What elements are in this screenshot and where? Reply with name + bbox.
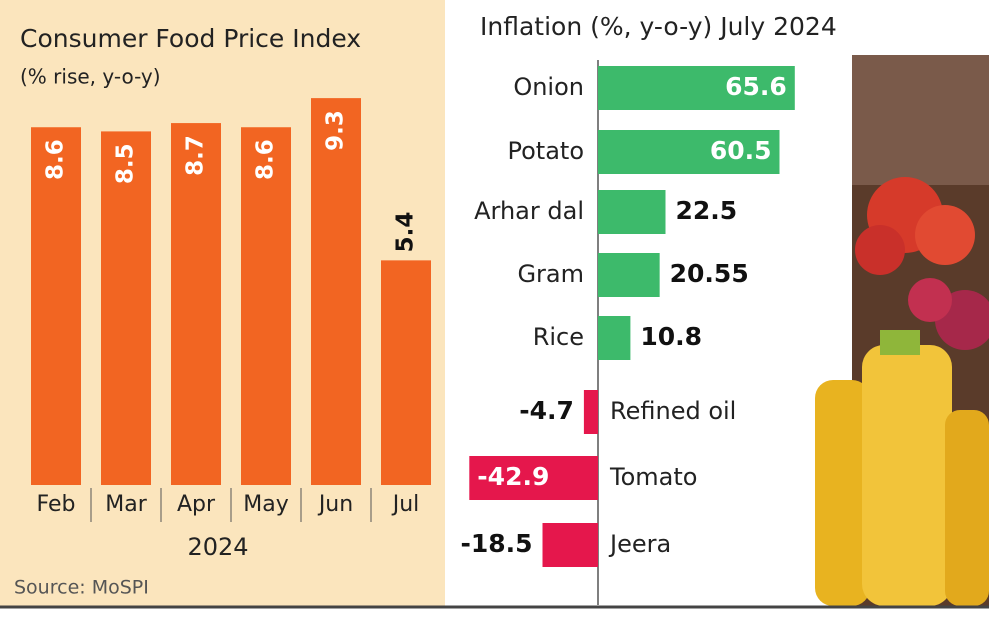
photo: [815, 55, 989, 606]
y-tick-label: Jeera: [608, 530, 671, 558]
bar: [598, 316, 630, 360]
x-tick-label: Jun: [317, 492, 353, 517]
left-subtitle: (% rise, y-o-y): [20, 65, 161, 89]
value-label: 8.5: [113, 143, 139, 184]
value-label: 65.6: [725, 72, 787, 101]
value-label: 9.3: [323, 110, 349, 151]
value-label: -4.7: [519, 396, 574, 425]
y-tick-label: Gram: [517, 260, 584, 288]
value-label: 10.8: [640, 322, 702, 351]
value-label: -18.5: [460, 529, 532, 558]
value-label: 8.7: [183, 135, 209, 176]
source: Source: MoSPI: [14, 577, 149, 599]
right-title: Inflation (%, y-o-y) July 2024: [480, 12, 837, 41]
bar: [381, 260, 431, 485]
y-tick-label: Arhar dal: [474, 197, 584, 225]
bar: [598, 253, 660, 297]
value-label: 20.55: [670, 259, 749, 288]
value-label: 8.6: [253, 139, 279, 180]
bar: [311, 98, 361, 485]
bar: [171, 123, 221, 485]
value-label: 8.6: [43, 139, 69, 180]
value-label: 5.4: [393, 212, 419, 253]
x-tick-label: May: [243, 492, 288, 517]
left-title: Consumer Food Price Index: [20, 24, 361, 53]
x-tick-label: Jul: [391, 492, 420, 517]
value-label: 60.5: [710, 136, 772, 165]
bar: [584, 390, 598, 434]
y-tick-label: Onion: [513, 73, 584, 101]
x-tick-label: Mar: [105, 492, 147, 517]
y-tick-label: Rice: [533, 323, 584, 351]
y-tick-label: Tomato: [609, 463, 697, 491]
bar: [543, 523, 599, 567]
value-label: 22.5: [676, 196, 738, 225]
y-tick-label: Potato: [507, 137, 584, 165]
x-axis-label: 2024: [187, 533, 248, 561]
x-tick-label: Apr: [177, 492, 216, 517]
y-tick-label: Refined oil: [610, 397, 736, 425]
bar: [598, 190, 666, 234]
chart: Consumer Food Price Index (% rise, y-o-y…: [0, 0, 989, 618]
x-tick-label: Feb: [37, 492, 76, 517]
value-label: -42.9: [477, 462, 549, 491]
